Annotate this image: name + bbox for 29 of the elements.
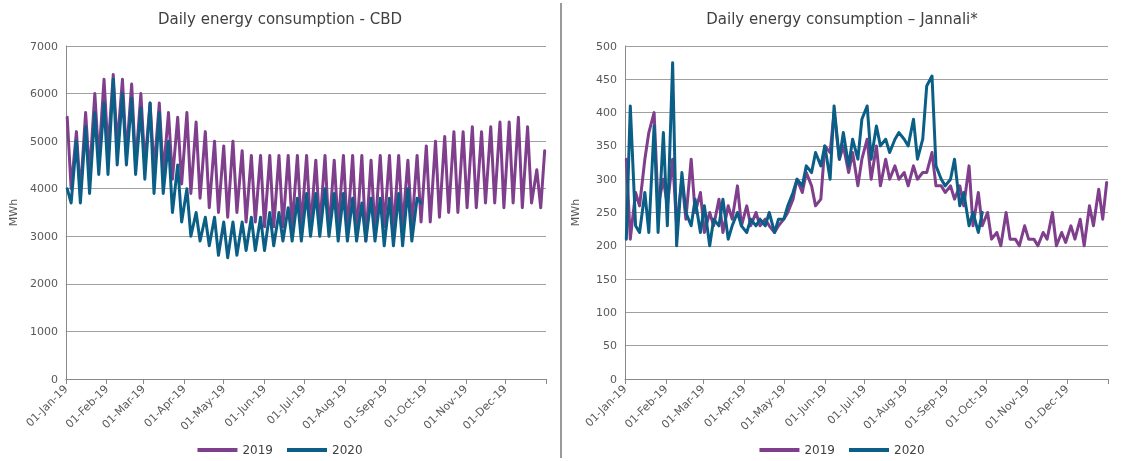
y-axis-title: MWh xyxy=(7,198,20,227)
y-tick-label: 200 xyxy=(596,239,617,253)
y-tick-label: 50 xyxy=(603,339,617,353)
y-tick-label: 3000 xyxy=(29,229,58,243)
line-series xyxy=(624,61,984,248)
y-tick-label: 0 xyxy=(50,372,58,386)
y-tick-label: 1000 xyxy=(29,324,58,338)
y-tick-label: 2000 xyxy=(29,277,58,291)
chart-title: Daily energy consumption – Jannali* xyxy=(706,9,979,28)
y-tick-label: 450 xyxy=(596,72,617,86)
y-tick-label: 500 xyxy=(596,39,617,53)
chart-title: Daily energy consumption - CBD xyxy=(157,9,403,28)
legend-label: 2020 xyxy=(332,443,363,457)
legend-label: 2019 xyxy=(804,443,836,457)
y-tick-label: 100 xyxy=(596,305,617,319)
y-tick-label: 250 xyxy=(596,206,617,219)
line-series xyxy=(65,77,423,260)
y-tick-label: 0 xyxy=(610,372,617,386)
y-axis-title: MWh xyxy=(569,198,582,227)
y-tick-label: 6000 xyxy=(29,87,58,101)
legend-label: 2019 xyxy=(242,443,274,457)
legend-label: 2020 xyxy=(894,443,925,457)
y-tick-label: 350 xyxy=(596,139,617,153)
y-tick-label: 7000 xyxy=(29,39,58,53)
y-tick-label: 4000 xyxy=(29,182,58,196)
y-tick-label: 5000 xyxy=(29,134,58,148)
y-tick-label: 300 xyxy=(596,172,617,186)
y-tick-label: 150 xyxy=(596,272,617,286)
y-tick-label: 400 xyxy=(596,106,617,120)
